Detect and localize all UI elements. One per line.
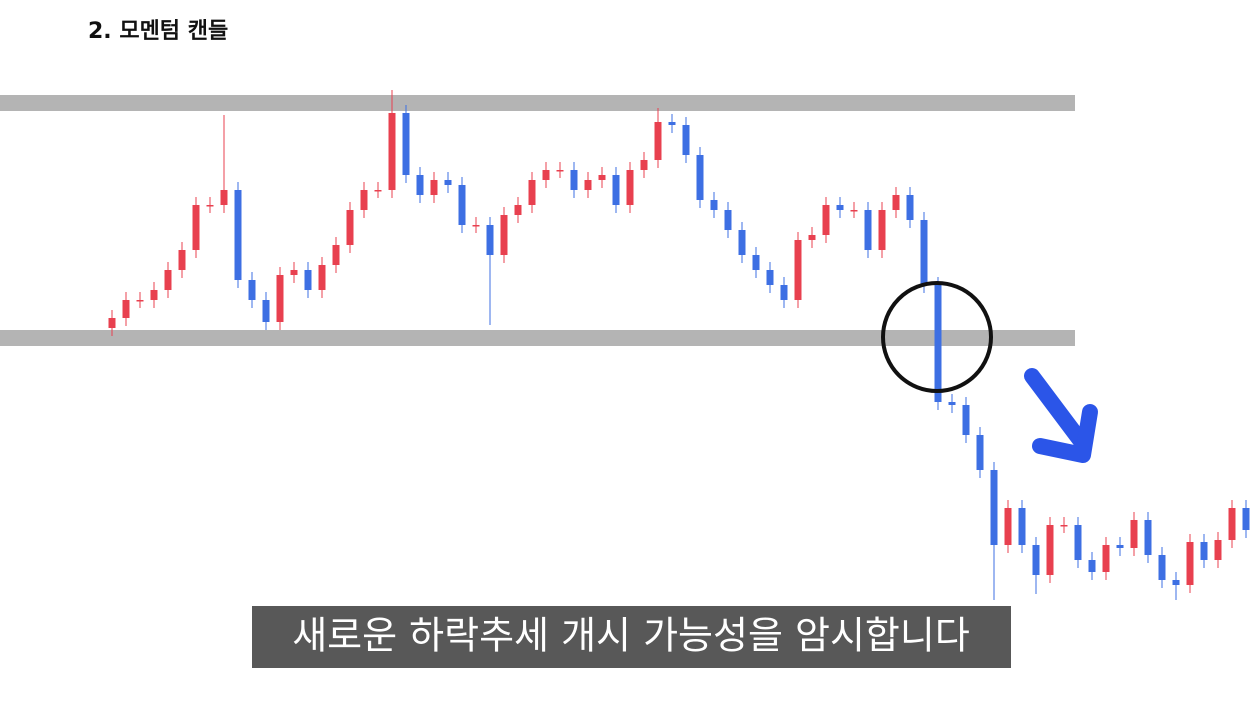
candle-body: [850, 210, 858, 212]
candle-body: [402, 113, 410, 175]
candle-body: [1130, 520, 1138, 548]
candle-body: [304, 270, 312, 290]
candle-body: [1088, 560, 1096, 572]
candle-body: [290, 270, 298, 275]
candle-body: [1242, 508, 1250, 530]
candle-body: [262, 300, 270, 322]
candle-body: [584, 180, 592, 190]
candle-body: [1074, 525, 1082, 560]
candle-body: [486, 225, 494, 255]
candle-body: [346, 210, 354, 245]
candle-body: [836, 205, 844, 210]
candle-body: [724, 210, 732, 230]
candle-body: [276, 275, 284, 322]
candle-body: [164, 270, 172, 290]
candle-body: [780, 285, 788, 300]
candle-body: [122, 300, 130, 318]
candle-body: [1144, 520, 1152, 555]
candle-body: [374, 190, 382, 192]
candle-body: [318, 265, 326, 290]
candle-body: [962, 405, 970, 435]
candle-body: [906, 195, 914, 220]
level-band: [0, 95, 1075, 111]
candle-body: [878, 210, 886, 250]
candle-body: [612, 175, 620, 205]
candle-body: [976, 435, 984, 470]
candle-body: [892, 195, 900, 210]
candle-body: [150, 290, 158, 300]
candle-body: [682, 125, 690, 155]
candle-body: [1102, 545, 1110, 572]
caption: 새로운 하락추세 개시 가능성을 암시합니다: [292, 614, 970, 658]
candle-body: [696, 155, 704, 200]
candle-body: [1116, 545, 1124, 548]
candle-body: [1018, 508, 1026, 545]
candle-body: [388, 113, 396, 190]
candle-body: [514, 205, 522, 215]
candle-body: [360, 190, 368, 210]
candle-body: [654, 122, 662, 160]
candle-body: [1200, 542, 1208, 560]
candle-body: [136, 300, 144, 302]
level-band: [0, 330, 1075, 346]
candle-body: [626, 170, 634, 205]
candle-body: [794, 240, 802, 300]
candle-body: [766, 270, 774, 285]
candle-body: [640, 160, 648, 170]
candle-body: [416, 175, 424, 195]
candle-body: [206, 205, 214, 207]
candle-body: [948, 402, 956, 405]
candle-body: [864, 210, 872, 250]
candle-body: [220, 190, 228, 205]
candle-body: [1046, 525, 1054, 575]
candle-body: [430, 180, 438, 195]
candle-body: [444, 180, 452, 185]
candle-body: [1228, 508, 1236, 540]
candle-body: [668, 122, 676, 125]
candle-body: [178, 250, 186, 270]
trend-arrow: [1024, 368, 1088, 448]
candle-body: [752, 255, 760, 270]
candle-body: [332, 245, 340, 265]
candle-body: [556, 170, 564, 172]
candle-body: [234, 190, 242, 280]
candle-body: [192, 205, 200, 250]
candle-body: [1158, 555, 1166, 580]
candle-body: [570, 170, 578, 190]
candle-body: [1032, 545, 1040, 575]
candle-body: [248, 280, 256, 300]
trend-arrow-head: [1032, 404, 1098, 463]
candle-body: [598, 175, 606, 180]
candle-body: [472, 225, 480, 227]
caption-box: [252, 606, 1011, 668]
candle-body: [738, 230, 746, 255]
candle-body: [934, 285, 942, 402]
candle-body: [1060, 525, 1068, 527]
highlight-circle: [881, 281, 993, 393]
candle-body: [1214, 540, 1222, 560]
candle-body: [920, 220, 928, 285]
candle-body: [108, 318, 116, 328]
candle-body: [1172, 580, 1180, 585]
chart-title: 2. 모멘텀 캔들: [88, 19, 228, 44]
candle-body: [528, 180, 536, 205]
candle-body: [710, 200, 718, 210]
candle-body: [822, 205, 830, 235]
candle-body: [458, 185, 466, 225]
candle-body: [1004, 508, 1012, 545]
candle-body: [500, 215, 508, 255]
candle-body: [1186, 542, 1194, 585]
candle-body: [542, 170, 550, 180]
candle-body: [990, 470, 998, 545]
candle-body: [808, 235, 816, 240]
